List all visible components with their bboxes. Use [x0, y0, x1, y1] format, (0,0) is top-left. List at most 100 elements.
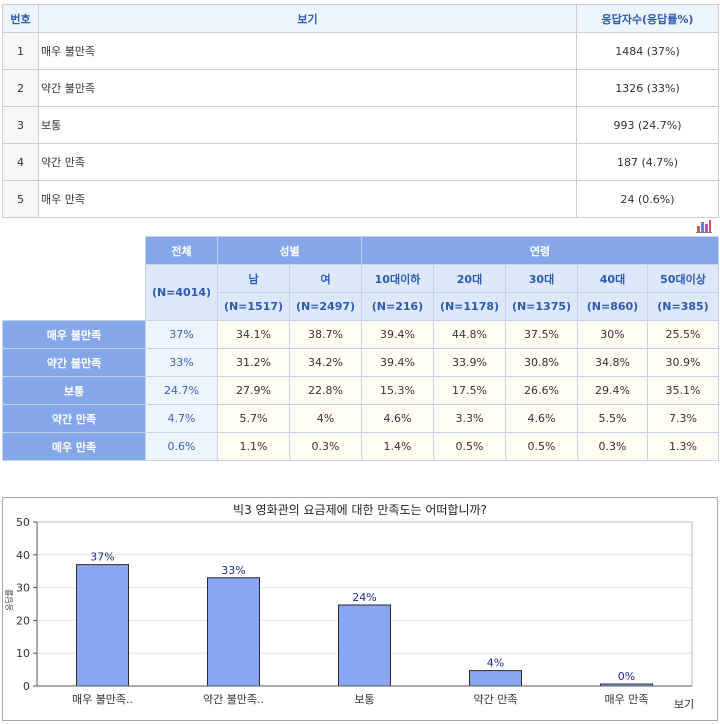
- data-label: 37%: [90, 551, 114, 564]
- crosstab-row: 약간 불만족 33% 31.2% 34.2% 39.4% 33.9% 30.8%…: [2, 348, 719, 377]
- table-row: 4 약간 만족 187 (4.7%): [2, 143, 719, 181]
- y-tick-label: 30: [16, 582, 30, 595]
- col-header-age-50s-over: 50대이상: [647, 264, 719, 293]
- cell-value: 44.8%: [433, 320, 506, 349]
- bar-chart-svg: 빅3 영화관의 요금제에 대한 만족도는 어떠합니까? 응답률 보기 0 10 20…: [4, 503, 694, 711]
- cell-value: 5.5%: [577, 404, 648, 433]
- cell-value: 35.1%: [647, 376, 719, 405]
- col-header-male: 남: [217, 264, 290, 293]
- col-header-total: 전체: [145, 236, 218, 265]
- group-header-age: 연령: [361, 236, 719, 265]
- cell-value: 39.4%: [361, 320, 434, 349]
- crosstab-row: 매우 불만족 37% 34.1% 38.7% 39.4% 44.8% 37.5%…: [2, 320, 719, 349]
- crosstab-header-groups: 전체 성별 연령: [2, 236, 719, 321]
- sample-size-age-10s-under: (N=216): [361, 292, 434, 321]
- cell-value: 0.5%: [505, 432, 578, 461]
- x-tick-label: 약간 만족: [474, 692, 518, 706]
- x-tick-label: 매우 불만족..: [72, 693, 133, 706]
- bar-3: [338, 604, 391, 687]
- row-count: 1484 (37%): [576, 32, 719, 70]
- crosstab-corner: [2, 236, 146, 321]
- sample-size-age-50s-over: (N=385): [647, 292, 719, 321]
- cell-value: 22.8%: [289, 376, 362, 405]
- header-number: 번호: [2, 4, 39, 33]
- header-response-count: 응답자수(응답률%): [576, 4, 719, 33]
- data-label: 4%: [487, 657, 504, 670]
- cell-value: 7.3%: [647, 404, 719, 433]
- table-row: 1 매우 불만족 1484 (37%): [2, 32, 719, 70]
- row-number: 2: [2, 69, 39, 107]
- cell-value: 3.3%: [433, 404, 506, 433]
- row-option: 보통: [38, 106, 577, 144]
- bar-chart-icon[interactable]: [696, 219, 712, 233]
- x-tick-label: 보통: [354, 693, 374, 706]
- row-label: 매우 불만족: [2, 320, 146, 349]
- response-table: 번호 보기 응답자수(응답률%) 1 매우 불만족 1484 (37%) 2 약…: [2, 4, 719, 218]
- response-table-header: 번호 보기 응답자수(응답률%): [2, 4, 719, 33]
- y-tick-label: 40: [16, 549, 30, 562]
- y-tick-label: 20: [16, 614, 30, 627]
- cell-value: 31.2%: [217, 348, 290, 377]
- row-number: 4: [2, 143, 39, 181]
- row-label: 약간 만족: [2, 404, 146, 433]
- cell-value: 34.1%: [217, 320, 290, 349]
- cell-total: 37%: [145, 320, 218, 349]
- cell-value: 34.2%: [289, 348, 362, 377]
- chart-title: 빅3 영화관의 요금제에 대한 만족도는 어떠합니까?: [233, 503, 487, 517]
- cell-value: 1.3%: [647, 432, 719, 461]
- col-header-age-40s: 40대: [577, 264, 648, 293]
- cell-value: 1.4%: [361, 432, 434, 461]
- table-row: 3 보통 993 (24.7%): [2, 106, 719, 144]
- cell-value: 0.5%: [433, 432, 506, 461]
- cell-value: 30.8%: [505, 348, 578, 377]
- cell-value: 29.4%: [577, 376, 648, 405]
- cell-value: 0.3%: [289, 432, 362, 461]
- y-tick-label: 10: [16, 647, 30, 660]
- row-option: 약간 불만족: [38, 69, 577, 107]
- x-tick-label: 매우 만족: [605, 693, 649, 706]
- header-option: 보기: [38, 4, 577, 33]
- crosstab-row: 매우 만족 0.6% 1.1% 0.3% 1.4% 0.5% 0.5% 0.3%…: [2, 432, 719, 461]
- cell-total: 4.7%: [145, 404, 218, 433]
- crosstab-table: 전체 성별 연령 (N=4014) 남 여 10대이하 20대 30대 40대 …: [2, 236, 719, 461]
- cell-value: 4.6%: [505, 404, 578, 433]
- data-label: 33%: [221, 564, 245, 577]
- bar-2: [207, 577, 260, 687]
- x-axis-label: 보기: [674, 698, 694, 711]
- col-header-age-10s-under: 10대이하: [361, 264, 434, 293]
- total-sample-size: (N=4014): [145, 264, 218, 321]
- crosstab-row: 약간 만족 4.7% 5.7% 4% 4.6% 3.3% 4.6% 5.5% 7…: [2, 404, 719, 433]
- cell-value: 37.5%: [505, 320, 578, 349]
- col-header-age-30s: 30대: [505, 264, 578, 293]
- crosstab-row: 보통 24.7% 27.9% 22.8% 15.3% 17.5% 26.6% 2…: [2, 376, 719, 405]
- sample-size-age-40s: (N=860): [577, 292, 648, 321]
- cell-value: 26.6%: [505, 376, 578, 405]
- row-option: 매우 만족: [38, 180, 577, 218]
- cell-total: 24.7%: [145, 376, 218, 405]
- row-label: 약간 불만족: [2, 348, 146, 377]
- bar-4: [469, 670, 522, 687]
- row-label: 매우 만족: [2, 432, 146, 461]
- sample-size-female: (N=2497): [289, 292, 362, 321]
- data-label: 24%: [352, 591, 376, 604]
- row-count: 993 (24.7%): [576, 106, 719, 144]
- x-tick-label: 약간 불만족..: [203, 692, 264, 706]
- cell-value: 33.9%: [433, 348, 506, 377]
- row-count: 24 (0.6%): [576, 180, 719, 218]
- cell-value: 30.9%: [647, 348, 719, 377]
- row-number: 1: [2, 32, 39, 70]
- cell-value: 38.7%: [289, 320, 362, 349]
- table-row: 5 매우 만족 24 (0.6%): [2, 180, 719, 218]
- sample-size-age-20s: (N=1178): [433, 292, 506, 321]
- row-option: 약간 만족: [38, 143, 577, 181]
- crosstab-header-columns: (N=4014) 남 여 10대이하 20대 30대 40대 50대이상: [3, 264, 719, 321]
- bar-chart: 빅3 영화관의 요금제에 대한 만족도는 어떠합니까? 응답률 보기 0 10 20…: [2, 497, 718, 721]
- cell-value: 17.5%: [433, 376, 506, 405]
- col-header-age-20s: 20대: [433, 264, 506, 293]
- group-header-gender: 성별: [217, 236, 362, 265]
- col-header-female: 여: [289, 264, 362, 293]
- sample-size-age-30s: (N=1375): [505, 292, 578, 321]
- cell-value: 1.1%: [217, 432, 290, 461]
- row-count: 187 (4.7%): [576, 143, 719, 181]
- bar-1: [76, 564, 129, 687]
